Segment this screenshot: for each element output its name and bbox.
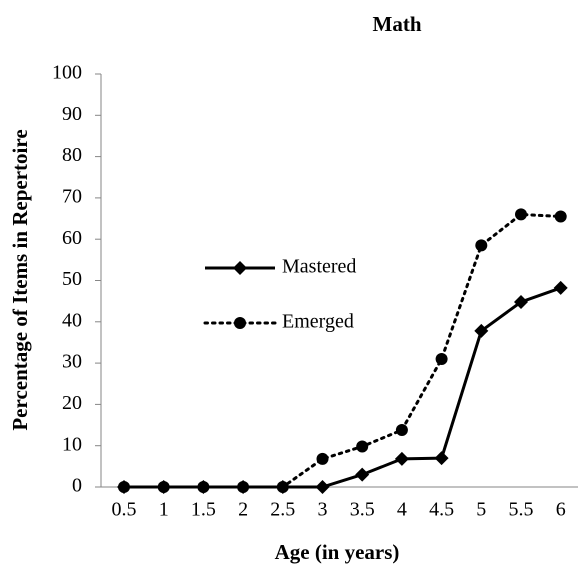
data-point <box>474 323 489 338</box>
x-tick-label: 3 <box>318 499 328 521</box>
chart-title: Math <box>373 12 422 36</box>
y-axis-label: Percentage of Items in Repertoire <box>8 129 32 430</box>
y-tick-label: 100 <box>52 62 82 84</box>
data-point <box>394 451 409 466</box>
x-tick-label: 5.5 <box>509 499 534 521</box>
legend-label: Emerged <box>282 311 354 333</box>
data-point <box>157 481 170 493</box>
x-tick-label: 1 <box>159 499 169 521</box>
data-point <box>434 451 449 466</box>
y-tick-label: 40 <box>62 309 82 331</box>
x-tick-label: 0.5 <box>112 499 137 521</box>
legend-label: Mastered <box>282 256 356 278</box>
y-tick-label: 90 <box>62 103 82 125</box>
y-tick-label: 50 <box>62 268 82 290</box>
y-tick-label: 80 <box>62 144 82 166</box>
data-point <box>315 480 330 494</box>
data-point <box>197 481 210 493</box>
data-point <box>237 481 250 493</box>
y-tick-label: 30 <box>62 351 82 373</box>
x-tick-label: 5 <box>476 499 486 521</box>
y-tick-label: 10 <box>62 433 82 455</box>
y-tick-label: 0 <box>72 475 82 497</box>
data-point <box>118 481 130 493</box>
data-point <box>395 424 408 437</box>
series-line <box>122 212 563 489</box>
data-point <box>554 210 567 223</box>
data-point <box>515 208 527 221</box>
x-tick-label: 3.5 <box>350 499 375 521</box>
data-point <box>435 352 448 365</box>
x-tick-label: 2.5 <box>270 499 295 521</box>
legend-marker <box>234 317 246 329</box>
data-point <box>475 239 488 252</box>
x-tick-label: 2 <box>238 499 248 521</box>
data-point <box>355 467 370 482</box>
x-tick-label: 1.5 <box>191 499 216 521</box>
x-axis-label: Age (in years) <box>275 540 400 564</box>
data-point <box>316 452 329 465</box>
data-point <box>514 294 528 309</box>
data-point <box>356 440 369 453</box>
y-tick-label: 70 <box>62 185 82 207</box>
data-point <box>276 481 289 493</box>
x-tick-label: 4.5 <box>429 499 454 521</box>
y-tick-label: 60 <box>62 227 82 249</box>
x-tick-label: 4 <box>397 499 407 521</box>
legend-marker <box>233 261 247 275</box>
x-tick-label: 6 <box>556 499 566 521</box>
y-tick-label: 20 <box>62 392 82 414</box>
data-point <box>553 280 568 295</box>
